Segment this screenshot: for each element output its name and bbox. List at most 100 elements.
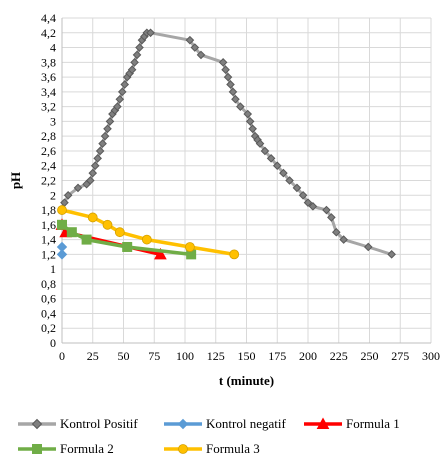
y-tick-label: 2,4	[41, 159, 56, 173]
data-point	[387, 250, 396, 259]
data-point	[221, 65, 230, 75]
data-point	[98, 139, 107, 148]
data-point	[243, 109, 253, 119]
x-axis-title: t (minute)	[219, 373, 274, 388]
y-tick-label: 3,4	[41, 85, 56, 99]
data-point	[90, 161, 100, 171]
x-tick-label: 225	[330, 349, 348, 363]
y-tick-label: 2,2	[41, 174, 56, 188]
data-point	[260, 146, 270, 156]
series-formula-2	[57, 219, 197, 260]
data-point	[279, 168, 288, 178]
y-tick-label: 3,8	[41, 55, 56, 69]
data-point	[231, 94, 240, 104]
legend-item: Kontrol negatif	[164, 416, 286, 431]
data-point	[127, 65, 137, 75]
y-tick-label: 3	[50, 114, 56, 128]
data-point	[185, 242, 195, 252]
data-point	[105, 117, 115, 126]
data-point	[63, 190, 73, 200]
series-kontrol-positif	[57, 28, 396, 259]
data-point	[285, 176, 294, 185]
legend-label: Formula 3	[206, 441, 260, 456]
data-point	[122, 241, 133, 252]
data-point	[266, 154, 276, 163]
y-tick-label: 1,8	[41, 203, 56, 217]
data-point	[363, 242, 373, 252]
legend-marker	[178, 444, 188, 454]
x-tick-label: 75	[148, 349, 160, 363]
x-tick-label: 125	[207, 349, 225, 363]
y-tick-label: 0,4	[41, 306, 56, 320]
data-point	[185, 35, 195, 45]
data-point	[95, 146, 105, 156]
y-tick-label: 0	[50, 336, 56, 350]
x-tick-label: 0	[59, 349, 65, 363]
data-point	[100, 131, 110, 141]
legend-item: Formula 2	[18, 441, 114, 456]
data-point	[228, 87, 238, 97]
data-point	[88, 168, 98, 178]
data-point	[236, 102, 245, 111]
legend-item: Formula 3	[164, 441, 260, 456]
data-point	[113, 102, 122, 111]
data-point	[292, 183, 302, 193]
legend-label: Formula 2	[60, 441, 114, 456]
legend-marker	[31, 418, 43, 430]
x-tick-label: 250	[361, 349, 379, 363]
legend-item: Formula 1	[304, 416, 400, 431]
data-point	[322, 205, 331, 215]
plot-series	[55, 28, 396, 260]
legend-label: Formula 1	[346, 416, 400, 431]
y-tick-label: 0,2	[41, 321, 56, 335]
data-point	[141, 234, 152, 245]
legend-marker	[177, 418, 189, 430]
data-point	[103, 124, 112, 134]
data-point	[226, 80, 235, 89]
series-line	[60, 31, 394, 256]
gridlines	[62, 17, 432, 343]
data-point	[146, 28, 155, 38]
data-point	[130, 58, 139, 67]
axes	[61, 18, 431, 344]
data-point	[66, 227, 77, 238]
data-point	[303, 198, 313, 207]
data-point	[57, 219, 67, 230]
y-tick-label: 2	[50, 188, 56, 202]
x-tick-label: 175	[268, 349, 286, 363]
y-tick-label: 0,8	[41, 277, 56, 291]
data-point	[229, 249, 240, 260]
legend-label: Kontrol Positif	[60, 416, 138, 431]
tick-labels: 00,20,40,60,811,21,41,61,822,22,42,62,83…	[41, 11, 440, 363]
data-point	[132, 50, 142, 60]
data-point	[272, 161, 282, 171]
legend-label: Kontrol negatif	[206, 416, 286, 431]
data-point	[57, 205, 67, 215]
x-tick-label: 200	[299, 349, 317, 363]
series-kontrol-negatif	[56, 241, 68, 260]
series-formula-3	[57, 205, 240, 260]
data-point	[154, 247, 167, 260]
data-point	[114, 227, 125, 238]
y-axis-title: pH	[8, 172, 23, 189]
x-tick-label: 50	[118, 349, 130, 363]
data-point	[245, 117, 255, 126]
data-point	[327, 213, 336, 222]
x-tick-label: 25	[87, 349, 99, 363]
data-point	[85, 176, 95, 185]
y-tick-label: 4	[50, 41, 56, 55]
legend-marker	[32, 444, 42, 454]
y-tick-label: 1,2	[41, 247, 56, 261]
data-point	[218, 58, 228, 67]
data-point	[196, 50, 206, 60]
y-tick-label: 3,6	[41, 70, 56, 84]
y-tick-label: 0,6	[41, 292, 56, 306]
data-point	[331, 227, 341, 237]
data-point	[223, 72, 233, 82]
y-tick-label: 1,6	[41, 218, 56, 232]
y-tick-label: 2,8	[41, 129, 56, 143]
data-point	[93, 154, 102, 163]
x-tick-label: 300	[422, 349, 440, 363]
